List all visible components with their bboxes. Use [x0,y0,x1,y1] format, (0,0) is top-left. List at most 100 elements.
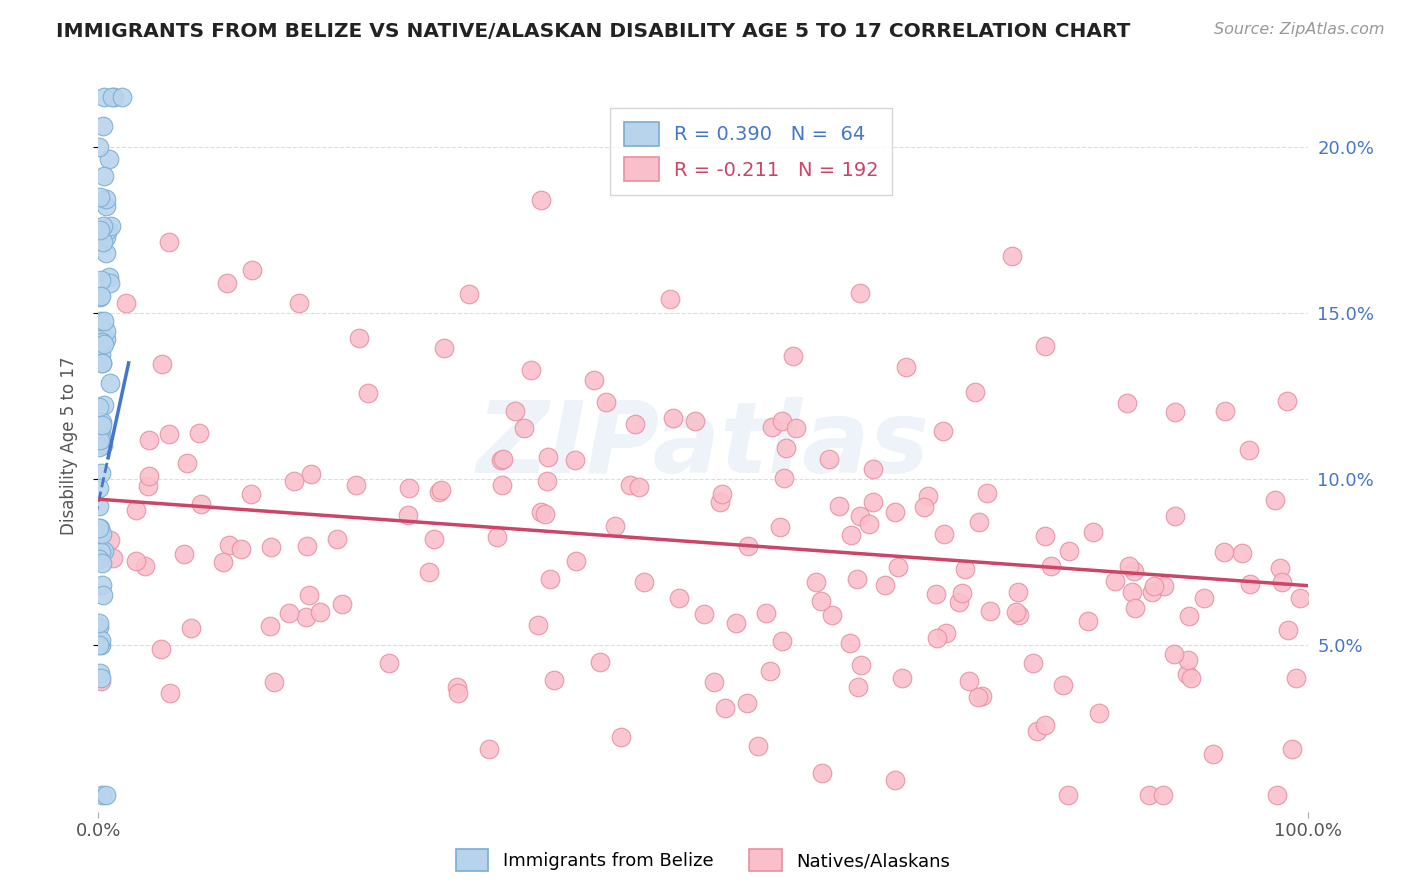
Point [957,674,980,689]
Point [1180,671,1202,685]
Point [1265,788,1288,802]
Point [948,595,970,609]
Point [125,554,148,568]
Point [534,507,557,521]
Point [309,605,332,619]
Point [761,419,783,434]
Point [1177,609,1199,624]
Point [486,531,509,545]
Point [1033,528,1056,542]
Point [90,417,112,432]
Point [357,386,380,401]
Point [492,451,515,466]
Point [624,417,647,431]
Point [1137,788,1160,802]
Point [90,346,112,360]
Point [87,499,110,513]
Point [150,642,173,657]
Point [90,427,112,442]
Point [478,742,501,756]
Point [93,313,115,327]
Point [924,587,946,601]
Point [259,618,281,632]
Point [529,505,551,519]
Point [848,508,870,523]
Point [1281,742,1303,756]
Point [503,403,526,417]
Point [1277,394,1299,409]
Point [627,480,650,494]
Point [91,119,114,133]
Point [884,773,907,788]
Point [747,739,769,754]
Point [94,192,117,206]
Point [724,616,747,631]
Point [609,730,631,744]
Point [87,521,110,535]
Point [1215,404,1237,418]
Point [489,453,512,467]
Y-axis label: Disability Age 5 to 17: Disability Age 5 to 17 [59,357,77,535]
Point [157,235,180,250]
Point [91,219,114,233]
Point [1153,579,1175,593]
Point [821,608,844,623]
Point [91,356,114,370]
Point [520,363,543,377]
Point [513,421,536,435]
Point [111,90,134,104]
Point [782,349,804,363]
Legend: Immigrants from Belize, Natives/Alaskans: Immigrants from Belize, Natives/Alaskans [449,842,957,879]
Point [1163,405,1185,419]
Point [1152,788,1174,802]
Point [90,467,112,481]
Point [398,482,420,496]
Point [240,263,263,277]
Point [1163,647,1185,661]
Point [96,199,118,213]
Point [967,516,990,530]
Point [240,487,263,501]
Point [1056,788,1078,802]
Point [1088,706,1111,720]
Point [838,636,860,650]
Point [589,655,612,669]
Point [134,558,156,573]
Legend: R = 0.390   N =  64, R = -0.211   N = 192: R = 0.390 N = 64, R = -0.211 N = 192 [610,108,893,194]
Point [934,527,956,541]
Point [1143,579,1166,593]
Point [263,675,285,690]
Point [927,631,949,645]
Point [685,414,707,428]
Point [283,474,305,488]
Point [103,90,125,104]
Point [858,517,880,532]
Point [737,539,759,553]
Point [1104,574,1126,588]
Point [970,690,993,704]
Point [979,604,1001,618]
Point [1081,524,1104,539]
Point [90,638,112,652]
Point [98,533,121,548]
Point [93,90,115,104]
Point [1271,574,1294,589]
Point [770,633,793,648]
Point [1026,724,1049,739]
Point [1057,544,1080,558]
Text: IMMIGRANTS FROM BELIZE VS NATIVE/ALASKAN DISABILITY AGE 5 TO 17 CORRELATION CHAR: IMMIGRANTS FROM BELIZE VS NATIVE/ALASKAN… [56,22,1130,41]
Point [150,357,173,371]
Point [1277,624,1299,638]
Point [94,245,117,260]
Point [1192,591,1215,605]
Point [818,452,841,467]
Point [90,673,112,688]
Point [87,638,110,652]
Point [98,376,121,390]
Point [1022,656,1045,670]
Point [457,287,479,301]
Point [278,606,301,620]
Point [828,500,851,514]
Point [91,356,114,370]
Point [94,332,117,346]
